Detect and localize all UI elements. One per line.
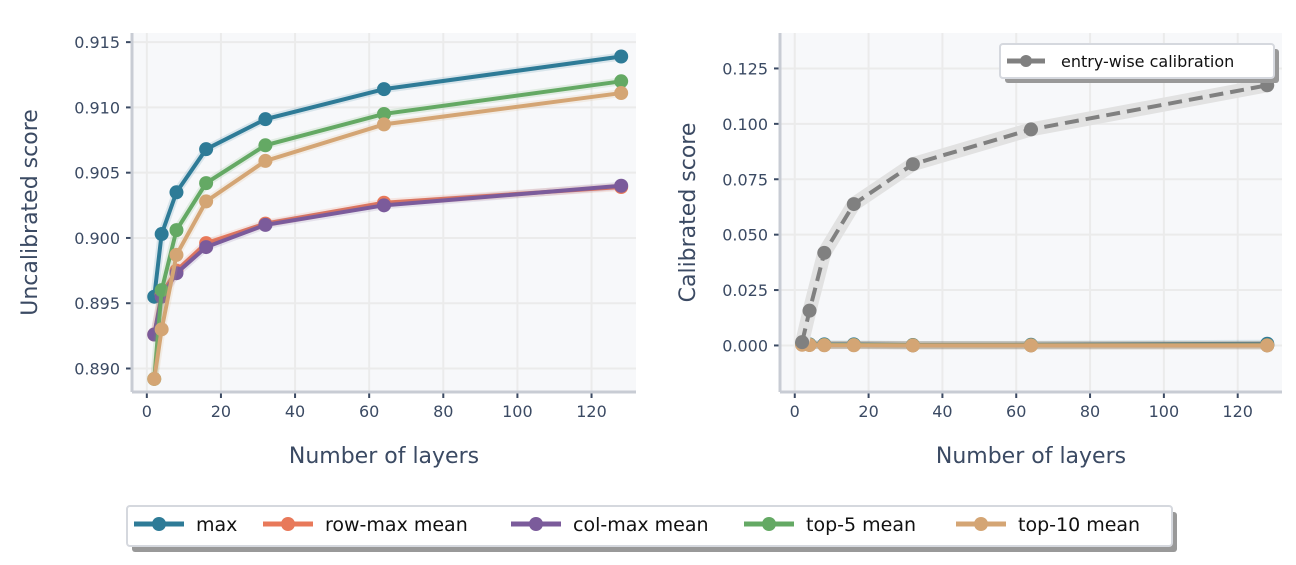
y-axis-label: Uncalibrated score <box>18 109 43 316</box>
legend-item-col-max-mean: col-max mean <box>511 514 709 536</box>
data-point <box>905 157 920 172</box>
y-tick-label: 0.000 <box>722 336 768 355</box>
data-point <box>377 198 391 213</box>
y-tick-label: 0.050 <box>722 226 768 245</box>
data-point <box>199 194 214 209</box>
y-tick-label: 0.075 <box>722 170 768 189</box>
plot-calibrated: 0 20 40 60 80 100 120 0.000 0.025 0.050 0.075 0.100… <box>676 33 1282 469</box>
legend-marker <box>762 517 776 531</box>
data-point <box>795 335 810 350</box>
x-tick-label: 60 <box>359 402 379 421</box>
series-max <box>147 49 629 304</box>
y-tick-label: 0.890 <box>74 360 120 379</box>
x-tick-label: 20 <box>858 402 878 421</box>
data-point <box>258 112 273 127</box>
legend-label: entry-wise calibration <box>1061 52 1234 71</box>
legend-label: row-max mean <box>325 514 468 536</box>
series-top-10-mean <box>147 86 629 386</box>
data-point <box>199 176 214 191</box>
x-tick-label: 40 <box>285 402 305 421</box>
data-point <box>846 338 861 353</box>
data-point <box>154 227 169 242</box>
data-point <box>154 283 169 298</box>
legend-marker <box>152 517 166 531</box>
data-point <box>817 245 832 260</box>
data-point <box>377 106 391 121</box>
data-point <box>614 86 629 101</box>
x-tick-label: 80 <box>1080 402 1100 421</box>
legend-label: col-max mean <box>573 514 709 536</box>
data-point <box>1024 122 1038 137</box>
data-point <box>154 322 169 337</box>
data-point <box>258 138 273 153</box>
legend-box <box>126 505 1173 547</box>
data-point <box>614 74 629 89</box>
x-tick-label: 100 <box>502 402 533 421</box>
legend-label: max <box>196 514 237 536</box>
y-tick-label: 0.125 <box>722 59 768 78</box>
data-point <box>258 153 273 168</box>
x-axis-label: Number of layers <box>289 444 479 469</box>
legend-label: top-10 mean <box>1018 514 1140 536</box>
data-point <box>169 185 184 200</box>
legend-calibration: entry-wise calibration <box>999 43 1279 83</box>
y-tick-label: 0.895 <box>74 294 120 313</box>
y-tick-label: 0.905 <box>74 164 120 183</box>
y-tick-label: 0.100 <box>722 115 768 134</box>
data-point <box>199 240 214 255</box>
legend-label: top-5 mean <box>806 514 916 536</box>
y-tick-label: 0.915 <box>74 33 120 52</box>
y-tick-label: 0.900 <box>74 229 120 248</box>
x-tick-label: 0 <box>790 402 800 421</box>
legend-marker <box>1020 55 1032 67</box>
legend-item-top-10-mean: top-10 mean <box>956 514 1140 536</box>
y-tick-label: 0.910 <box>74 98 120 117</box>
data-point <box>1260 338 1275 353</box>
data-point <box>817 338 832 353</box>
data-point <box>377 82 391 97</box>
data-point <box>802 303 817 318</box>
data-point <box>258 217 273 232</box>
legend-marker <box>974 517 988 531</box>
legend-bottom: max row-max mean col-max mean top-5 mean top… <box>126 505 1177 552</box>
x-tick-label: 0 <box>142 402 152 421</box>
data-point <box>169 247 184 262</box>
legend-item-top-5-mean: top-5 mean <box>744 514 916 536</box>
legend-item-row-max-mean: row-max mean <box>263 514 468 536</box>
legend-marker <box>281 517 295 531</box>
legend-box <box>999 43 1275 79</box>
data-point <box>377 117 391 132</box>
data-point <box>905 338 920 353</box>
x-tick-label: 20 <box>211 402 231 421</box>
data-point <box>846 197 861 212</box>
x-axis-label: Number of layers <box>936 444 1126 469</box>
y-tick-label: 0.025 <box>722 281 768 300</box>
series-entry-wise-calibration <box>795 78 1275 350</box>
x-tick-label: 40 <box>932 402 952 421</box>
data-point <box>147 371 162 386</box>
x-tick-label: 120 <box>1222 402 1253 421</box>
data-point <box>1024 338 1038 353</box>
data-point <box>169 223 184 238</box>
x-tick-label: 100 <box>1149 402 1180 421</box>
x-tick-label: 80 <box>433 402 453 421</box>
data-point <box>614 49 629 64</box>
plot-uncalibrated: 0 20 40 60 80 100 120 0.890 0.895 0.900 0.905 0.910… <box>18 33 636 469</box>
y-axis-label: Calibrated score <box>676 123 701 303</box>
x-tick-label: 60 <box>1006 402 1026 421</box>
legend-marker <box>529 517 543 531</box>
data-point <box>614 178 629 193</box>
x-tick-label: 120 <box>576 402 607 421</box>
data-point <box>199 142 214 157</box>
legend-item-max: max <box>134 514 237 536</box>
